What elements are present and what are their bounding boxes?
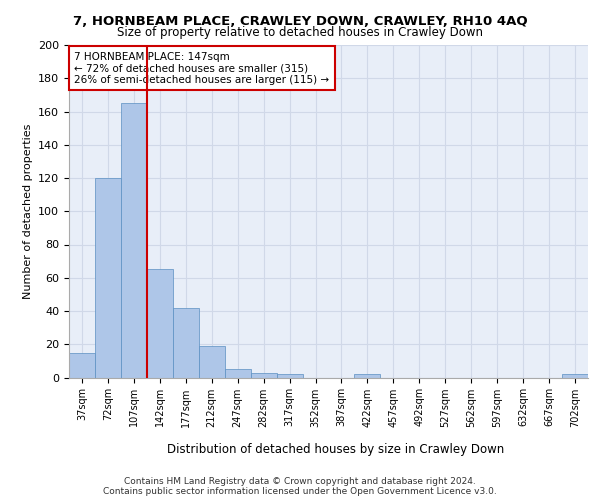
Text: Distribution of detached houses by size in Crawley Down: Distribution of detached houses by size … — [167, 442, 505, 456]
Bar — [121, 103, 147, 378]
Text: 7 HORNBEAM PLACE: 147sqm
← 72% of detached houses are smaller (315)
26% of semi-: 7 HORNBEAM PLACE: 147sqm ← 72% of detach… — [74, 52, 329, 85]
Bar — [173, 308, 199, 378]
Text: 7, HORNBEAM PLACE, CRAWLEY DOWN, CRAWLEY, RH10 4AQ: 7, HORNBEAM PLACE, CRAWLEY DOWN, CRAWLEY… — [73, 15, 527, 28]
Bar — [69, 352, 95, 378]
Bar — [95, 178, 121, 378]
Bar — [199, 346, 224, 378]
Bar — [251, 372, 277, 378]
Y-axis label: Number of detached properties: Number of detached properties — [23, 124, 32, 299]
Bar — [147, 270, 173, 378]
Bar — [225, 369, 251, 378]
Bar — [355, 374, 380, 378]
Text: Size of property relative to detached houses in Crawley Down: Size of property relative to detached ho… — [117, 26, 483, 39]
Bar — [277, 374, 302, 378]
Text: Contains HM Land Registry data © Crown copyright and database right 2024.
Contai: Contains HM Land Registry data © Crown c… — [103, 476, 497, 496]
Bar — [562, 374, 588, 378]
